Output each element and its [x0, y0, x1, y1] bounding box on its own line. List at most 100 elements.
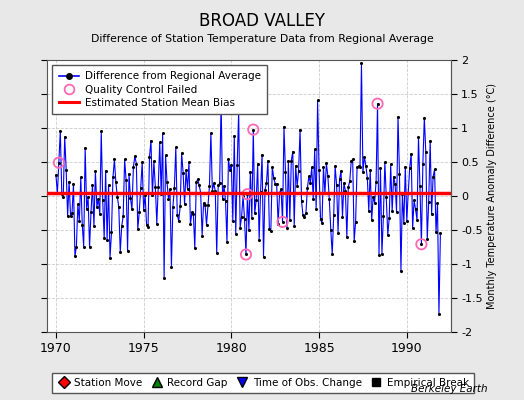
Point: [233, 162, 242, 168]
Point: [304, 173, 313, 180]
Point: [93, 204, 101, 210]
Point: [332, 182, 341, 188]
Point: [148, 192, 157, 198]
Point: [158, 130, 167, 136]
Point: [395, 171, 403, 178]
Point: [213, 250, 221, 256]
Point: [417, 241, 425, 248]
Point: [77, 174, 85, 181]
Point: [128, 206, 136, 213]
Point: [250, 210, 259, 216]
Point: [348, 156, 357, 163]
Point: [369, 194, 377, 200]
Point: [404, 189, 412, 196]
Point: [306, 180, 314, 186]
Text: BROAD VALLEY: BROAD VALLEY: [199, 12, 325, 30]
Point: [167, 264, 176, 270]
Point: [312, 206, 320, 212]
Point: [189, 210, 198, 217]
Point: [276, 189, 284, 196]
Point: [154, 184, 162, 190]
Point: [308, 164, 316, 171]
Point: [165, 196, 173, 202]
Point: [100, 235, 108, 241]
Point: [311, 146, 319, 152]
Point: [163, 179, 171, 186]
Point: [435, 311, 443, 318]
Point: [309, 196, 318, 202]
Point: [432, 229, 440, 236]
Point: [367, 217, 376, 223]
Point: [67, 213, 75, 219]
Point: [202, 222, 211, 228]
Point: [365, 208, 373, 214]
Point: [264, 158, 272, 164]
Point: [401, 163, 410, 170]
Point: [134, 226, 142, 232]
Point: [252, 197, 260, 203]
Point: [87, 209, 95, 215]
Point: [129, 164, 138, 170]
Point: [375, 251, 383, 258]
Point: [286, 217, 294, 223]
Point: [198, 232, 206, 239]
Point: [426, 138, 434, 144]
Point: [84, 194, 92, 200]
Point: [211, 188, 220, 194]
Point: [141, 192, 149, 198]
Point: [104, 182, 113, 188]
Point: [147, 137, 155, 144]
Point: [88, 181, 96, 188]
Point: [232, 231, 240, 237]
Point: [117, 223, 126, 230]
Point: [243, 191, 252, 198]
Point: [169, 204, 177, 211]
Point: [397, 268, 405, 274]
Point: [226, 167, 234, 173]
Point: [192, 179, 201, 185]
Point: [54, 160, 63, 166]
Point: [123, 248, 132, 254]
Point: [132, 160, 140, 167]
Point: [74, 201, 82, 208]
Point: [75, 218, 83, 224]
Point: [126, 195, 135, 201]
Point: [122, 177, 130, 184]
Point: [102, 167, 110, 174]
Point: [272, 181, 281, 188]
Point: [382, 194, 390, 200]
Point: [205, 183, 214, 190]
Point: [408, 225, 417, 231]
Point: [237, 214, 246, 220]
Point: [52, 172, 60, 178]
Point: [428, 210, 436, 217]
Point: [284, 158, 292, 164]
Point: [417, 241, 425, 248]
Point: [143, 222, 151, 228]
Point: [387, 161, 395, 168]
Point: [433, 200, 442, 206]
Point: [394, 114, 402, 120]
Point: [144, 224, 152, 230]
Point: [69, 181, 78, 187]
Point: [228, 218, 237, 224]
Point: [296, 126, 304, 133]
Point: [130, 153, 139, 159]
Point: [356, 164, 364, 170]
Point: [125, 171, 133, 177]
Point: [80, 244, 88, 250]
Point: [58, 191, 66, 197]
Point: [419, 161, 427, 168]
Point: [416, 183, 424, 190]
Point: [90, 223, 98, 230]
Point: [139, 206, 148, 213]
Point: [326, 226, 335, 233]
Point: [195, 182, 203, 188]
Point: [82, 206, 91, 212]
Y-axis label: Monthly Temperature Anomaly Difference (°C): Monthly Temperature Anomaly Difference (…: [487, 83, 497, 309]
Point: [328, 251, 336, 258]
Point: [81, 145, 90, 151]
Point: [372, 178, 380, 185]
Point: [346, 178, 354, 184]
Point: [424, 198, 433, 205]
